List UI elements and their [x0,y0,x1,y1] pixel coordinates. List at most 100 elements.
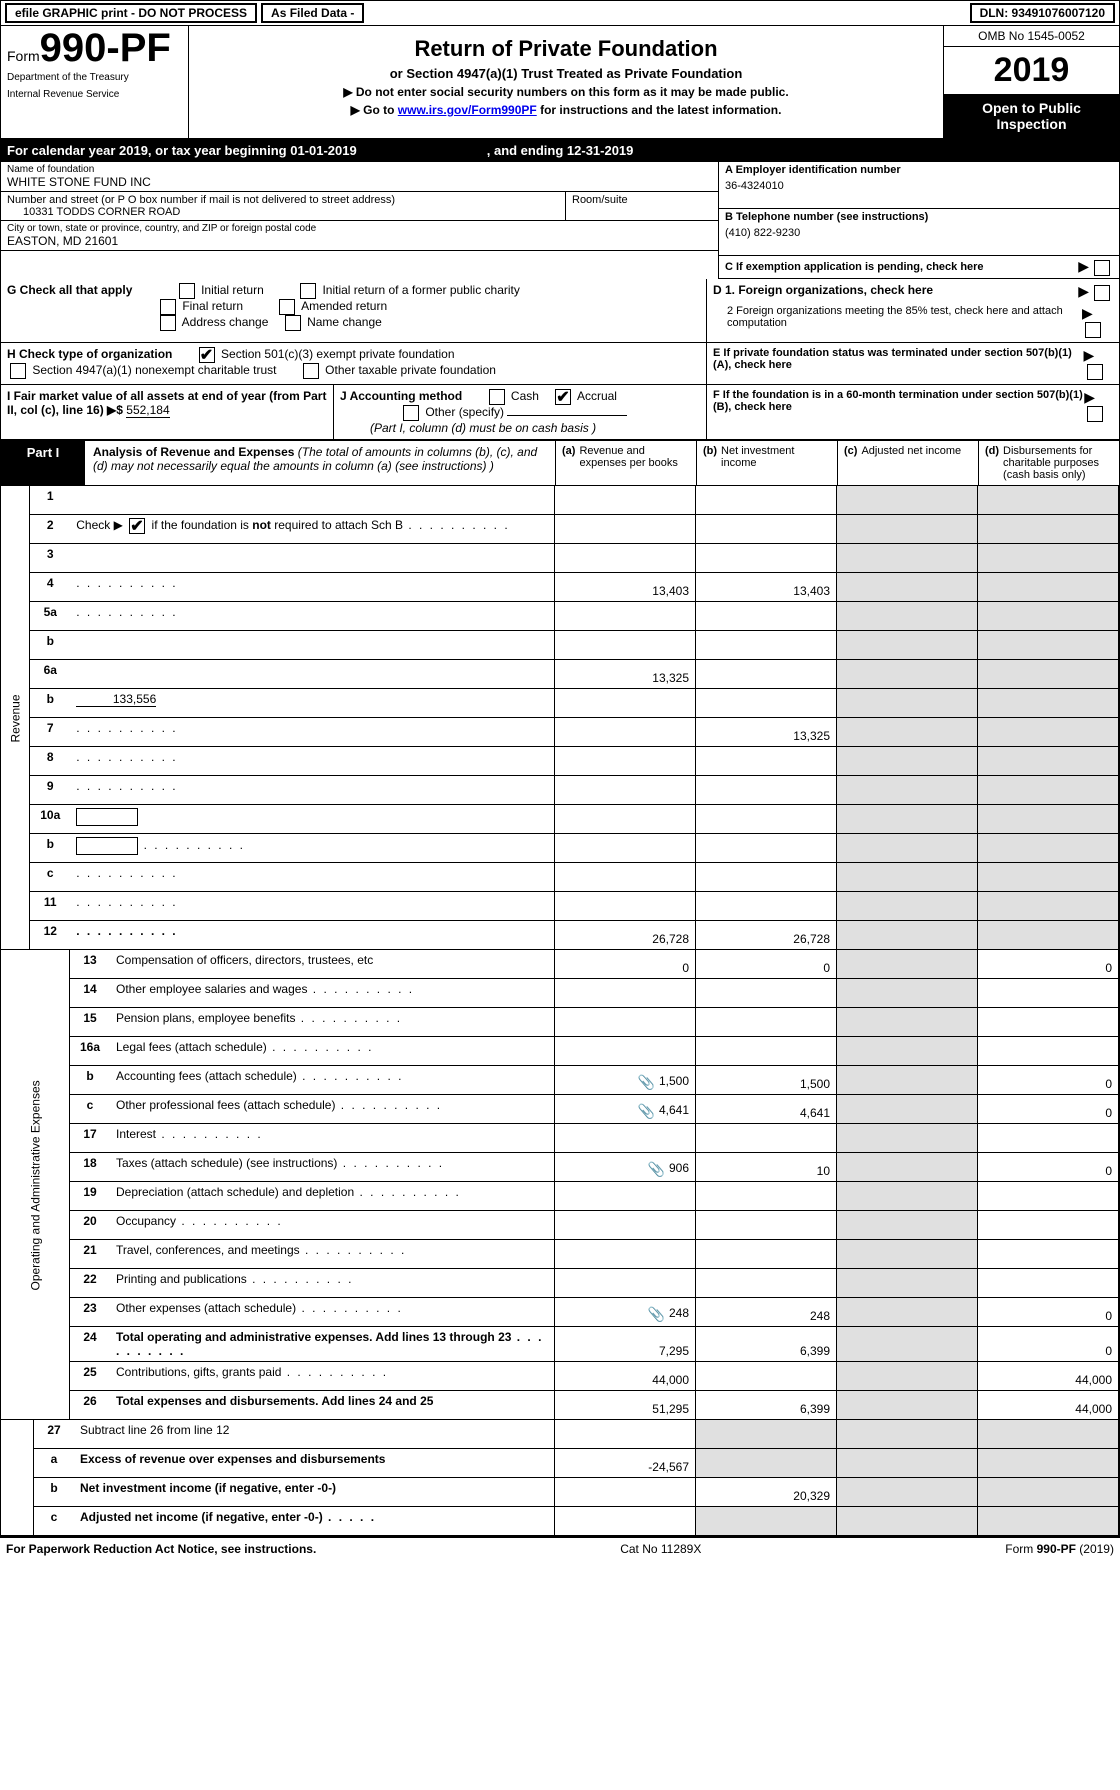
attachment-icon[interactable]: 📎 [638,1103,655,1120]
foundation-name: WHITE STONE FUND INC [7,175,712,189]
table-row: 7 13,325 [1,717,1119,746]
open-inspection: Open to Public Inspection [944,94,1119,138]
h-501c3[interactable] [199,347,215,363]
f-checkbox[interactable] [1087,406,1103,422]
irs-label: Internal Revenue Service [7,89,182,100]
page-footer: For Paperwork Reduction Act Notice, see … [0,1537,1120,1560]
table-row: 11 [1,891,1119,920]
tax-year: 2019 [944,47,1119,94]
section-i-j-f: I Fair market value of all assets at end… [1,385,1119,439]
j-accrual[interactable] [555,389,571,405]
instruction-line-1: ▶ Do not enter social security numbers o… [193,85,939,99]
table-row: 4 13,403 13,403 [1,572,1119,601]
omb-number: OMB No 1545-0052 [944,26,1119,47]
g-address-change[interactable] [160,315,176,331]
table-row: 5a [1,601,1119,630]
attachment-icon[interactable]: 📎 [648,1306,665,1323]
part-1-label: Part I [1,441,85,485]
table-row: 19 Depreciation (attach schedule) and de… [1,1181,1119,1210]
dept-treasury: Department of the Treasury [7,72,182,83]
table-row: 20 Occupancy [1,1210,1119,1239]
table-row: c Other professional fees (attach schedu… [1,1094,1119,1123]
summary-table: 27 Subtract line 26 from line 12 a Exces… [1,1420,1119,1536]
h-4947[interactable] [10,363,26,379]
ein-value: 36-4324010 [725,176,1113,196]
revenue-table: Revenue 1 2 Check ▶ if the foundation is… [1,486,1119,950]
table-row: b Net investment income (if negative, en… [1,1477,1119,1506]
footer-right: Form 990-PF (2019) [1005,1542,1114,1556]
table-row: 2 Check ▶ if the foundation is not requi… [1,514,1119,543]
top-bar: efile GRAPHIC print - DO NOT PROCESS As … [1,1,1119,26]
c-checkbox[interactable] [1094,260,1110,276]
table-row: 3 [1,543,1119,572]
city-row: City or town, state or province, country… [1,221,718,251]
table-row: b [1,833,1119,862]
table-row: 17 Interest [1,1123,1119,1152]
table-row: 12 26,728 26,728 [1,920,1119,949]
foundation-address: 10331 TODDS CORNER ROAD [7,206,559,218]
foundation-city: EASTON, MD 21601 [7,234,712,248]
calendar-begin: For calendar year 2019, or tax year begi… [7,143,357,158]
irs-link[interactable]: www.irs.gov/Form990PF [398,103,537,117]
table-row: 8 [1,746,1119,775]
table-row: Revenue 1 [1,486,1119,515]
exemption-pending-row: C If exemption application is pending, c… [719,256,1119,279]
table-row: a Excess of revenue over expenses and di… [1,1448,1119,1477]
ein-row: A Employer identification number 36-4324… [719,162,1119,209]
section-h-e: H Check type of organization Section 501… [1,343,1119,385]
table-row: 24 Total operating and administrative ex… [1,1326,1119,1361]
table-row: 15 Pension plans, employee benefits [1,1007,1119,1036]
section-g-d: G Check all that apply Initial return In… [1,279,1119,343]
table-row: 6a 13,325 [1,659,1119,688]
g-amended[interactable] [279,299,295,315]
table-row: 16a Legal fees (attach schedule) [1,1036,1119,1065]
table-row: 10a [1,804,1119,833]
phone-row: B Telephone number (see instructions) (4… [719,209,1119,256]
table-row: 18 Taxes (attach schedule) (see instruct… [1,1152,1119,1181]
form-container: efile GRAPHIC print - DO NOT PROCESS As … [0,0,1120,1537]
table-row: 27 Subtract line 26 from line 12 [1,1420,1119,1449]
j-cash[interactable] [489,389,505,405]
g-initial-return[interactable] [179,283,195,299]
table-row: 22 Printing and publications [1,1268,1119,1297]
phone-value: (410) 822-9230 [725,223,1113,243]
g-final-return[interactable] [160,299,176,315]
as-filed-label: As Filed Data - [261,3,364,23]
foundation-info-grid: Name of foundation WHITE STONE FUND INC … [1,162,1119,279]
form-subtitle: or Section 4947(a)(1) Trust Treated as P… [193,66,939,81]
e-checkbox[interactable] [1087,364,1103,380]
table-row: 21 Travel, conferences, and meetings [1,1239,1119,1268]
footer-center: Cat No 11289X [620,1542,701,1556]
right-header-cell: OMB No 1545-0052 2019 Open to Public Ins… [943,26,1119,138]
g-name-change[interactable] [285,315,301,331]
table-row: 26 Total expenses and disbursements. Add… [1,1390,1119,1419]
d2-checkbox[interactable] [1085,322,1101,338]
attachment-icon[interactable]: 📎 [648,1161,665,1178]
form-number-cell: Form990-PF Department of the Treasury In… [1,26,189,138]
revenue-section-label: Revenue [1,486,30,950]
attachment-icon[interactable]: 📎 [638,1074,655,1091]
h-other-taxable[interactable] [303,363,319,379]
j-other[interactable] [403,405,419,421]
foundation-name-row: Name of foundation WHITE STONE FUND INC [1,162,718,192]
form-title: Return of Private Foundation [193,36,939,62]
g-initial-former[interactable] [300,283,316,299]
expenses-table: Operating and Administrative Expenses 13… [1,950,1119,1420]
form-prefix: Form [7,48,40,64]
table-row: Operating and Administrative Expenses 13… [1,950,1119,979]
table-row: c [1,862,1119,891]
title-cell: Return of Private Foundation or Section … [189,26,943,138]
fair-market-value: 552,184 [126,403,169,418]
calendar-end: , and ending 12-31-2019 [487,143,634,158]
efile-print-label: efile GRAPHIC print - DO NOT PROCESS [5,3,257,23]
form-number: 990-PF [40,26,171,70]
d1-checkbox[interactable] [1094,285,1110,301]
expenses-section-label: Operating and Administrative Expenses [1,950,70,1420]
table-row: b 133,556 [1,688,1119,717]
table-row: 14 Other employee salaries and wages [1,978,1119,1007]
footer-left: For Paperwork Reduction Act Notice, see … [6,1542,316,1556]
table-row: 25 Contributions, gifts, grants paid 44,… [1,1361,1119,1390]
table-row: b [1,630,1119,659]
instruction-line-2: ▶ Go to www.irs.gov/Form990PF for instru… [193,103,939,117]
table-row: b Accounting fees (attach schedule) 📎1,5… [1,1065,1119,1094]
